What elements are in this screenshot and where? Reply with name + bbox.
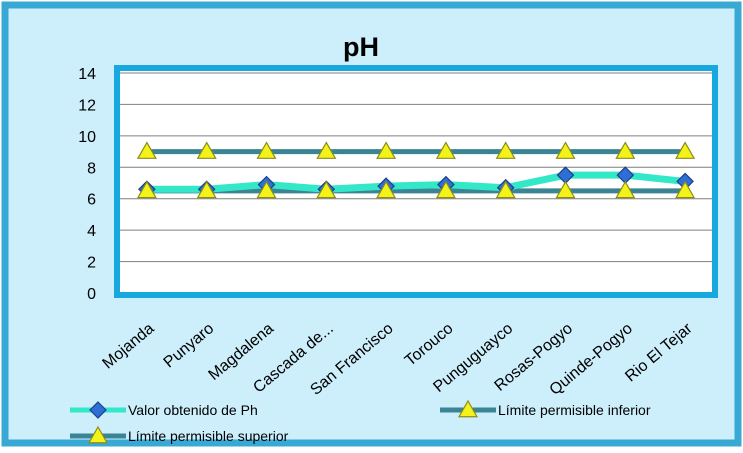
data-point [495,180,516,199]
data-point [615,141,636,159]
legend-swatch-marker [89,401,107,419]
series-line [146,171,686,193]
data-point [316,141,337,159]
legend-swatch-marker [87,425,109,444]
data-point [615,180,636,199]
data-point [555,180,576,199]
data-point [136,141,157,159]
y-tick-label: 8 [87,160,96,177]
y-tick-label: 2 [87,255,96,272]
data-point [376,141,397,159]
legend-entry: Límite permisible superior [70,425,289,444]
data-point [675,180,696,199]
legend-entry: Límite permisible inferior [440,399,651,418]
data-point [675,141,696,159]
gridlines [120,72,712,263]
legend-label: Valor obtenido de Ph [128,402,258,418]
y-tick-label: 10 [78,129,96,146]
data-point [435,180,456,199]
y-tick-label: 12 [78,97,96,114]
y-tick-label: 14 [78,66,96,83]
data-point [196,180,217,199]
chart-title: pH [343,32,379,62]
data-point [435,141,456,159]
data-point [136,180,157,199]
plot-area [114,65,718,298]
data-point [256,141,277,159]
legend-entry: Valor obtenido de Ph [70,401,258,419]
y-tick-label: 6 [87,192,96,209]
series-layer [136,141,696,199]
data-point [196,141,217,159]
y-axis-ticks: 0 2 4 6 8 10 12 14 [78,66,96,303]
y-tick-label: 4 [87,223,96,240]
data-point [316,180,337,199]
legend: Valor obtenido de Ph Límite permisible in… [70,399,651,444]
data-point [495,141,516,159]
data-point [555,141,576,159]
data-point [376,180,397,199]
legend-swatch-marker [457,399,479,418]
data-point [256,180,277,199]
legend-label: Límite permisible inferior [498,402,651,418]
legend-label: Límite permisible superior [128,428,289,444]
y-tick-label: 0 [87,286,96,303]
